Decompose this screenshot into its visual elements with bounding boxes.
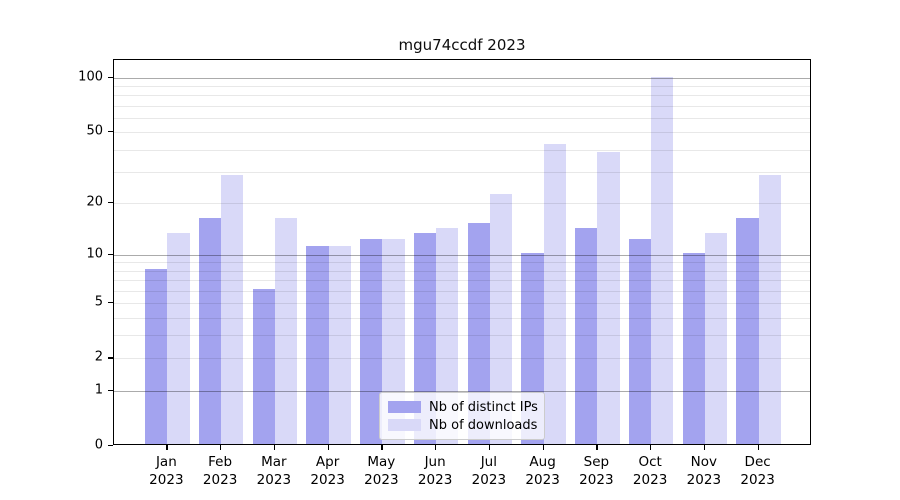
y-tick-mark-100 <box>108 76 113 78</box>
bar-jul-distinct-ips <box>467 222 490 444</box>
x-tick-mark-feb <box>220 445 222 450</box>
bar-may-distinct-ips <box>360 239 383 444</box>
minor-gridline-30 <box>114 171 810 173</box>
y-tick-label-1: 1 <box>94 382 103 398</box>
legend-label-downloads: Nb of downloads <box>429 417 538 433</box>
x-tick-mark-jul <box>488 445 491 450</box>
y-tick-label-50: 50 <box>86 123 103 139</box>
major-gridline-100 <box>114 77 810 79</box>
y-tick-label-100: 100 <box>78 69 103 85</box>
bar-oct-downloads <box>651 77 674 444</box>
minor-gridline-3 <box>114 335 810 337</box>
y-tick-mark-50 <box>108 131 113 133</box>
y-tick-mark-2 <box>108 357 113 359</box>
bar-apr-distinct-ips <box>306 245 329 444</box>
x-tick-mark-dec <box>757 445 759 450</box>
minor-gridline-6 <box>114 290 810 292</box>
x-tick-mark-apr <box>327 445 329 450</box>
minor-gridline-5 <box>114 302 810 304</box>
y-tick-mark-1 <box>108 389 113 391</box>
legend-item-distinct-ips: Nb of distinct IPs <box>388 398 538 416</box>
minor-gridline-20 <box>114 203 810 204</box>
minor-gridline-4 <box>114 317 810 319</box>
y-tick-mark-10 <box>108 253 113 255</box>
y-tick-label-0: 0 <box>94 437 103 453</box>
x-tick-label-dec: Dec 2023 <box>740 454 775 488</box>
x-tick-label-jul: Jul 2023 <box>471 454 507 488</box>
x-tick-label-may: May 2023 <box>364 454 399 488</box>
x-tick-label-jun: Jun 2023 <box>417 454 453 488</box>
x-tick-mark-aug <box>542 445 544 450</box>
minor-gridline-90 <box>114 85 810 87</box>
x-tick-mark-sep <box>596 445 598 450</box>
minor-gridline-2 <box>114 358 810 360</box>
major-gridline-1 <box>114 390 810 392</box>
bar-jun-downloads <box>436 227 459 444</box>
legend: Nb of distinct IPs Nb of downloads <box>379 392 545 440</box>
x-tick-label-aug: Aug 2023 <box>525 454 560 488</box>
minor-gridline-9 <box>114 262 810 264</box>
bar-jun-distinct-ips <box>413 233 437 444</box>
bar-jan-downloads <box>167 233 190 444</box>
bar-jan-distinct-ips <box>145 268 168 444</box>
legend-item-downloads: Nb of downloads <box>388 416 538 434</box>
bar-feb-distinct-ips <box>198 217 222 444</box>
y-tick-mark-20 <box>108 202 113 204</box>
bar-mar-distinct-ips <box>252 288 275 444</box>
legend-label-distinct-ips: Nb of distinct IPs <box>429 399 538 415</box>
minor-gridline-70 <box>114 105 810 107</box>
bar-feb-downloads <box>221 175 244 444</box>
bar-sep-distinct-ips <box>575 227 598 444</box>
x-tick-mark-oct <box>650 445 652 450</box>
bar-apr-downloads <box>328 245 351 444</box>
x-tick-mark-may <box>381 445 383 450</box>
minor-gridline-50 <box>114 132 810 134</box>
plot-area <box>113 59 811 445</box>
y-tick-label-5: 5 <box>94 294 103 310</box>
chart-title: mgu74ccdf 2023 <box>398 36 526 54</box>
legend-swatch-distinct-ips <box>388 401 421 413</box>
x-tick-label-feb: Feb 2023 <box>202 454 238 488</box>
y-tick-mark-5 <box>108 301 113 304</box>
x-tick-mark-jan <box>166 445 168 450</box>
bar-sep-downloads <box>597 151 620 444</box>
x-tick-mark-nov <box>703 445 706 450</box>
bar-oct-distinct-ips <box>628 239 652 444</box>
x-tick-label-jan: Jan 2023 <box>149 454 184 488</box>
y-tick-label-20: 20 <box>86 194 103 210</box>
bar-nov-downloads <box>704 233 728 444</box>
bar-nov-distinct-ips <box>682 252 705 444</box>
legend-swatch-downloads <box>388 419 421 431</box>
bar-jul-downloads <box>489 193 513 444</box>
x-tick-mark-jun <box>435 445 437 450</box>
x-tick-mark-mar <box>273 445 276 450</box>
x-tick-label-oct: Oct 2023 <box>632 454 668 488</box>
x-tick-label-sep: Sep 2023 <box>579 454 614 488</box>
x-tick-label-nov: Nov 2023 <box>686 454 722 488</box>
minor-gridline-7 <box>114 280 810 282</box>
x-tick-label-apr: Apr 2023 <box>310 454 345 488</box>
bar-mar-downloads <box>274 217 298 444</box>
bar-dec-distinct-ips <box>736 217 759 444</box>
x-tick-label-mar: Mar 2023 <box>256 454 292 488</box>
minor-gridline-40 <box>114 149 810 151</box>
major-gridline-10 <box>114 254 810 256</box>
minor-gridline-60 <box>114 117 810 119</box>
y-tick-label-10: 10 <box>86 246 103 262</box>
bar-aug-downloads <box>543 143 566 444</box>
y-tick-mark-0 <box>108 445 113 447</box>
minor-gridline-8 <box>114 270 810 272</box>
y-tick-label-2: 2 <box>94 349 103 365</box>
minor-gridline-80 <box>114 95 810 97</box>
bar-dec-downloads <box>758 175 781 444</box>
